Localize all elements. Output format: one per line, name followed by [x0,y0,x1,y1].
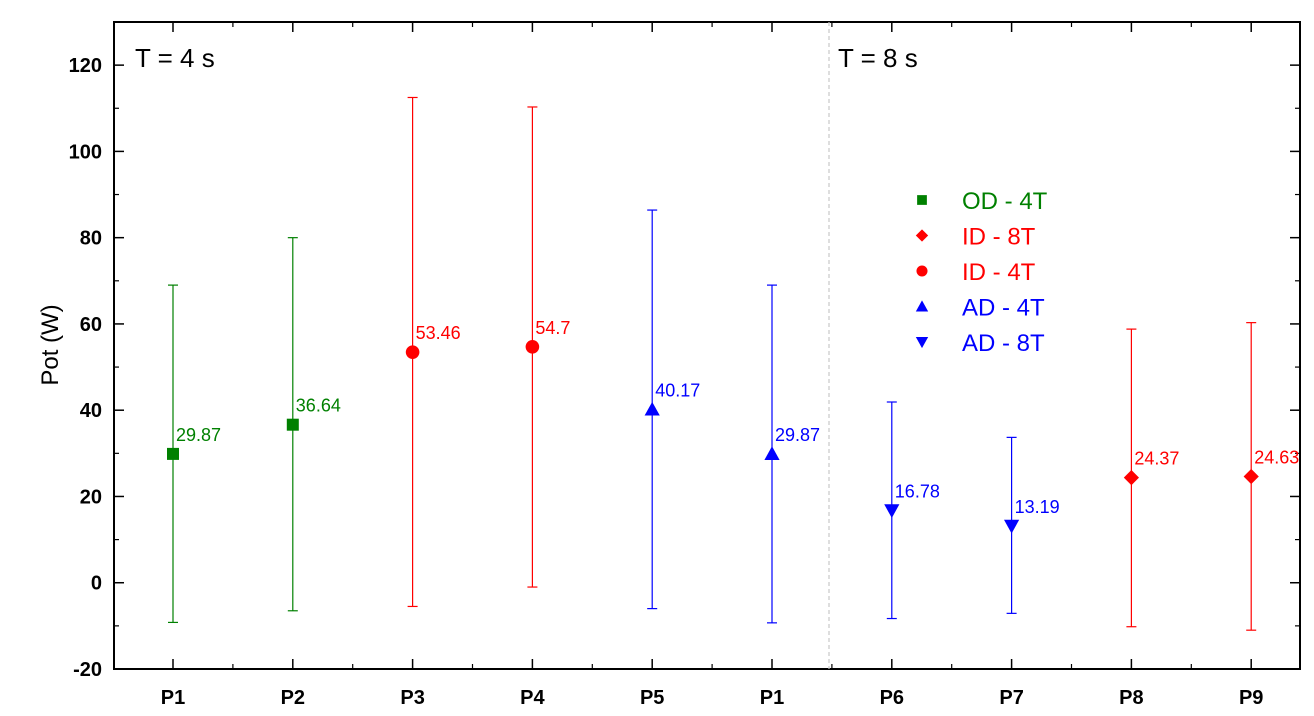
legend-label: AD - 4T [962,295,1045,322]
y-tick-label: 0 [91,573,102,595]
panel-labels: T = 4 s T = 8 s [135,43,918,73]
x-tick-label: P3 [400,687,424,709]
marker-diamond [1123,470,1139,486]
series-group: 53.46 54.7 [405,96,570,608]
marker-triangle-up [644,401,660,416]
series-group: 29.87 36.64 [167,237,341,624]
y-tick-label: 20 [80,486,102,508]
y-tick-label: 60 [80,314,102,336]
x-tick-label: P6 [880,687,904,709]
marker-triangle-up [915,300,929,312]
y-tick-label: 80 [80,228,102,250]
legend-label: ID - 8T [962,224,1036,251]
marker-diamond [1243,468,1259,485]
x-tick-label: P9 [1239,687,1263,709]
data-label: 24.37 [1134,449,1179,469]
x-tick-label: P1 [760,687,784,709]
x-tick-label: P1 [161,687,185,709]
marker-triangle-down [1004,519,1020,534]
x-tick-label: P4 [520,687,545,709]
panel-label: T = 8 s [838,43,918,73]
data-label: 24.63 [1254,447,1299,467]
marker-square [917,195,927,205]
plot-frame [113,21,1301,670]
data-label: 53.46 [416,323,461,343]
data-label: 16.78 [895,481,940,501]
legend: OD - 4T ID - 8T ID - 4T AD - 4T AD - 8T [915,188,1048,357]
data-label: 29.87 [775,425,820,445]
y-axis: -20 0 20 40 60 80 100 120 [69,55,1300,681]
x-tick-label: P7 [999,687,1023,709]
data-label: 29.87 [176,425,221,445]
marker-triangle-down [884,504,900,518]
x-tick-label: P2 [281,687,305,709]
data-label: 36.64 [296,396,341,416]
data-label: 40.17 [655,380,700,400]
marker-triangle-up [764,446,780,460]
data-series: 29.87 36.64 24.37 24.63 53.46 54.7 40.17 29.87 1… [167,96,1299,631]
x-tick-label: P8 [1119,687,1143,709]
legend-label: OD - 4T [962,188,1048,215]
data-label: 13.19 [1015,497,1060,517]
panel-label: T = 4 s [135,43,215,73]
marker-circle [525,339,540,354]
y-tick-label: 40 [80,400,102,422]
marker-square [167,447,179,460]
x-axis: P1 P2 P3 P4 P5 P1 P6 P7 P8 P9 [161,22,1263,709]
y-tick-label: 100 [69,141,102,163]
y-axis-title: Pot (W) [37,304,64,385]
marker-square [286,418,299,431]
marker-diamond [915,229,929,242]
marker-circle [916,265,928,277]
y-tick-label: 120 [69,55,102,77]
x-tick-label: P5 [640,687,664,709]
y-tick-label: -20 [73,659,102,681]
marker-circle [405,345,420,359]
series-group: 24.37 24.63 [1123,322,1299,631]
data-label: 54.7 [535,318,570,338]
legend-label: AD - 8T [962,330,1045,357]
marker-triangle-down [915,337,929,349]
series-group: 40.17 29.87 [644,209,820,624]
legend-label: ID - 4T [962,259,1036,286]
series-group: 16.78 13.19 [884,401,1060,620]
